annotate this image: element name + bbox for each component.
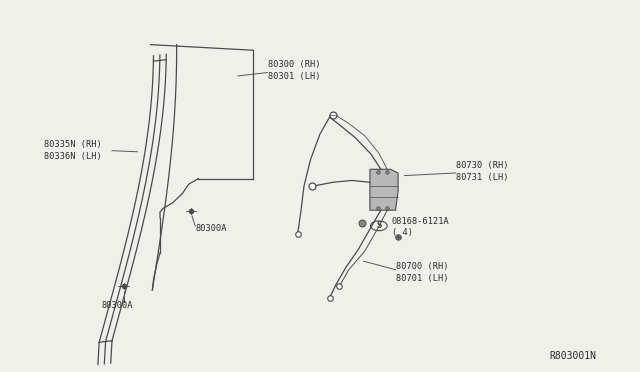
Text: 80335N (RH)
80336N (LH): 80335N (RH) 80336N (LH) <box>44 140 101 161</box>
Text: R803001N: R803001N <box>549 352 596 361</box>
Text: S: S <box>376 221 381 230</box>
Text: 80300A: 80300A <box>101 301 132 310</box>
Text: 80700 (RH)
80701 (LH): 80700 (RH) 80701 (LH) <box>396 262 448 283</box>
Text: 80300 (RH)
80301 (LH): 80300 (RH) 80301 (LH) <box>268 60 320 81</box>
Text: 08168-6121A
( 4): 08168-6121A ( 4) <box>392 217 449 237</box>
Polygon shape <box>370 169 398 210</box>
Text: 80300A: 80300A <box>195 224 227 233</box>
Text: 80730 (RH)
80731 (LH): 80730 (RH) 80731 (LH) <box>456 161 508 182</box>
